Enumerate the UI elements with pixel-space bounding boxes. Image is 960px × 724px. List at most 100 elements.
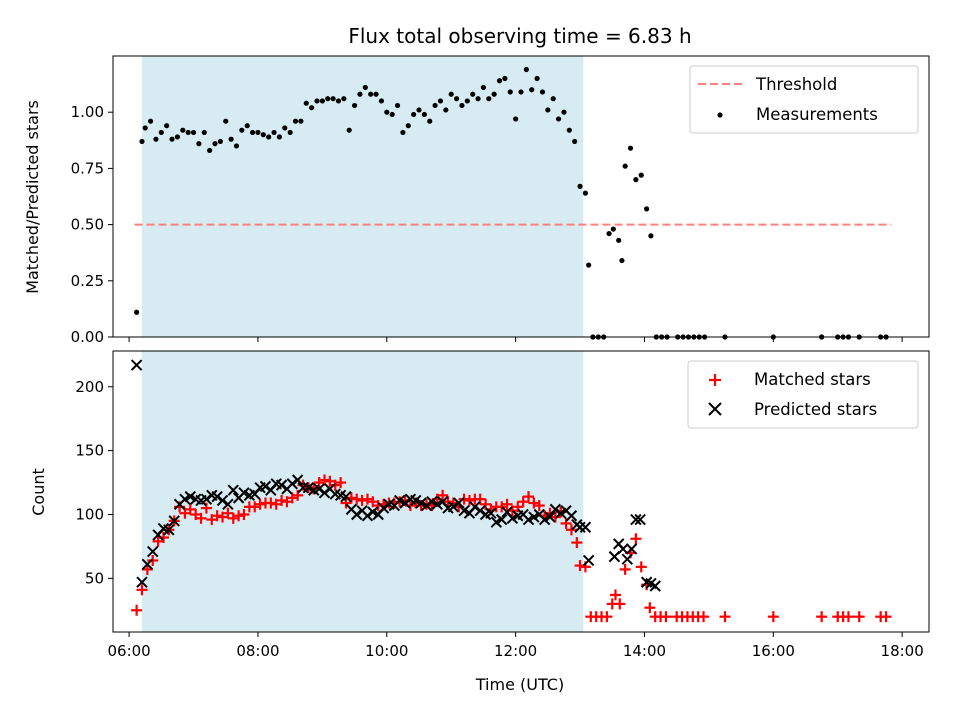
measurement-point xyxy=(400,129,406,136)
measurement-point xyxy=(566,127,572,133)
matched-star-point xyxy=(136,584,148,596)
matched-star-point xyxy=(496,501,508,513)
y-tick-label: 0.25 xyxy=(71,272,104,290)
matched-star-point xyxy=(614,598,626,610)
measurement-point xyxy=(276,134,283,140)
measurement-point xyxy=(427,118,433,124)
x-axis-label: Time (UTC) xyxy=(475,675,564,694)
bottom-legend-box xyxy=(687,360,919,429)
matched-star-point xyxy=(574,560,586,572)
measurement-point xyxy=(217,138,223,145)
bottom-y-ticks: 50 100 150 200 xyxy=(75,378,113,587)
matched-star-point xyxy=(329,479,341,491)
measurement-point xyxy=(292,118,299,124)
measurement-point xyxy=(555,116,562,122)
matched-star-point xyxy=(463,494,475,506)
predicted-star-point xyxy=(565,510,578,522)
matched-star-point xyxy=(635,561,647,573)
matched-star-point xyxy=(319,474,331,486)
measurement-point xyxy=(572,138,578,145)
measurement-point xyxy=(513,116,519,122)
predicted-star-point xyxy=(420,499,433,512)
matched-star-point xyxy=(853,611,865,623)
y-tick-label: 50 xyxy=(85,569,104,587)
measurement-point xyxy=(421,111,427,118)
predicted-star-point xyxy=(549,503,562,516)
measurement-point xyxy=(169,136,175,142)
measurement-point xyxy=(362,84,368,91)
measurement-point xyxy=(529,87,535,93)
bottom-y-axis-label: Count xyxy=(29,468,48,516)
measurement-point xyxy=(582,190,589,196)
matched-star-point xyxy=(222,507,234,519)
measurement-point xyxy=(453,96,460,102)
predicted-star-point xyxy=(168,515,180,527)
measurement-point xyxy=(142,125,148,131)
measurement-point xyxy=(394,102,401,109)
measurement-point xyxy=(196,141,202,147)
bottom-legend: Matched stars Predicted stars xyxy=(687,360,919,429)
measurement-point xyxy=(190,129,197,136)
matched-star-point xyxy=(565,524,577,536)
bottom-plot-frame xyxy=(112,350,930,633)
measurement-point xyxy=(139,138,145,145)
x-tick-label: 14:00 xyxy=(623,642,666,660)
predicted-star-point xyxy=(630,513,642,526)
predicted-star-point xyxy=(649,580,661,592)
measurement-point xyxy=(550,96,556,102)
measurement-point xyxy=(335,98,342,104)
matched-star-point xyxy=(644,602,656,614)
matched-star-point xyxy=(265,497,277,509)
predicted-star-point xyxy=(621,553,634,565)
measurement-point xyxy=(443,107,449,113)
measurement-point xyxy=(610,226,616,232)
predicted-star-point xyxy=(275,479,288,491)
measurement-point xyxy=(644,206,650,212)
matched-star-point xyxy=(361,493,373,505)
measurement-point xyxy=(405,123,411,129)
matched-star-point xyxy=(571,537,583,549)
measurement-point xyxy=(134,309,140,315)
x-tick-label: 12:00 xyxy=(494,642,537,660)
measurement-point xyxy=(185,129,191,136)
top-shaded-region xyxy=(141,56,584,337)
matched-legend-label: Matched stars xyxy=(754,370,871,389)
measurement-point xyxy=(464,98,470,104)
matched-star-point xyxy=(184,503,196,515)
matched-star-point xyxy=(501,498,513,510)
measurement-point xyxy=(249,129,256,136)
measurement-point xyxy=(633,177,639,183)
matched-star-point xyxy=(131,604,143,616)
predicted-star-point xyxy=(453,497,465,509)
measurement-point xyxy=(180,127,186,133)
measurement-point xyxy=(459,102,465,109)
measurement-point xyxy=(164,123,170,129)
predicted-star-point xyxy=(340,490,352,503)
bottom-x-ticks: 06:00 08:00 10:00 12:00 14:00 16:00 18:00 xyxy=(107,632,924,660)
predicted-star-point xyxy=(313,483,325,495)
predicted-star-point xyxy=(147,545,159,558)
measurement-point xyxy=(616,237,622,243)
top-legend: Threshold Measurements xyxy=(689,65,919,134)
measurement-point xyxy=(147,118,154,124)
measurement-point xyxy=(475,96,481,102)
predicted-star-point xyxy=(579,521,592,533)
measurement-point xyxy=(212,141,218,147)
matched-star-point xyxy=(601,611,613,623)
matched-star-point xyxy=(227,512,239,524)
matched-star-point xyxy=(335,477,347,489)
predicted-star-point xyxy=(222,498,234,510)
measurements-legend-swatch xyxy=(717,112,723,118)
measurement-point xyxy=(648,233,654,239)
predicted-stars-points xyxy=(130,359,661,592)
measurement-point xyxy=(368,91,374,97)
measurement-point xyxy=(411,111,417,118)
matched-star-point xyxy=(286,492,298,504)
measurement-point xyxy=(502,75,508,82)
matched-star-point xyxy=(211,510,223,522)
measurement-point xyxy=(545,107,551,113)
matched-star-point xyxy=(767,611,779,623)
predicted-star-point xyxy=(216,494,229,507)
predicted-star-point xyxy=(625,543,638,555)
x-tick-label: 16:00 xyxy=(752,642,795,660)
